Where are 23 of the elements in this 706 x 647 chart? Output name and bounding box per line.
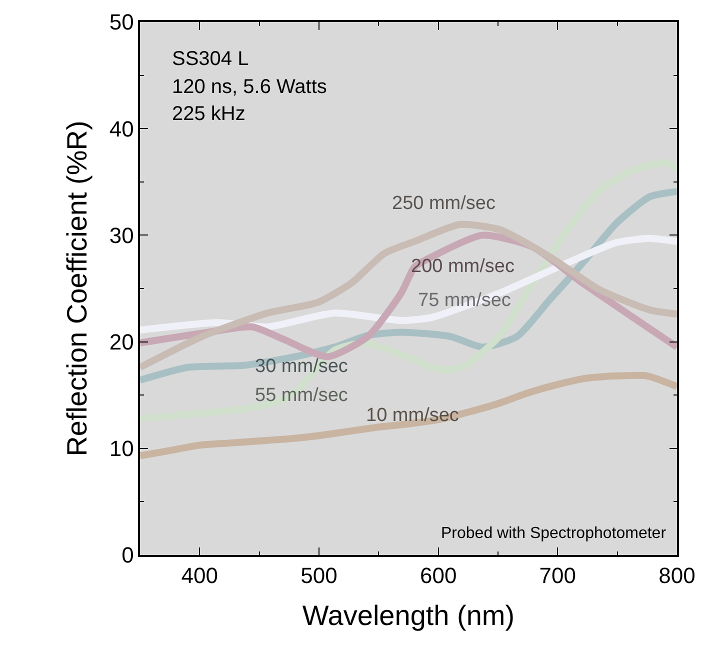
- annotation: SS304 L: [172, 48, 249, 70]
- x-axis-title: Wavelength (nm): [302, 600, 515, 631]
- y-tick-label: 20: [109, 330, 134, 354]
- annotation: 225 kHz: [172, 103, 246, 125]
- series-label: 30 mm/sec: [255, 356, 348, 377]
- series-label: 55 mm/sec: [255, 385, 348, 406]
- series-label: 75 mm/sec: [418, 290, 511, 311]
- annotation: 120 ns, 5.6 Watts: [172, 76, 327, 98]
- x-tick-label: 800: [658, 563, 696, 588]
- annotation: Probed with Spectrophotometer: [441, 525, 667, 542]
- series-label: 10 mm/sec: [366, 405, 459, 426]
- x-tick-label: 700: [539, 563, 576, 588]
- y-tick-label: 50: [109, 10, 134, 35]
- y-tick-label: 10: [109, 436, 134, 462]
- x-tick-label: 500: [300, 563, 338, 588]
- x-tick-label: 600: [420, 563, 457, 588]
- series-label: 250 mm/sec: [392, 193, 496, 214]
- y-tick-label: 0: [122, 542, 134, 568]
- x-tick-label: 400: [181, 563, 218, 588]
- y-axis-title: Reflection Coefficient (%R): [62, 120, 93, 456]
- series-label: 200 mm/sec: [411, 256, 514, 277]
- y-tick-label: 40: [109, 116, 134, 142]
- y-tick-label: 30: [109, 222, 134, 248]
